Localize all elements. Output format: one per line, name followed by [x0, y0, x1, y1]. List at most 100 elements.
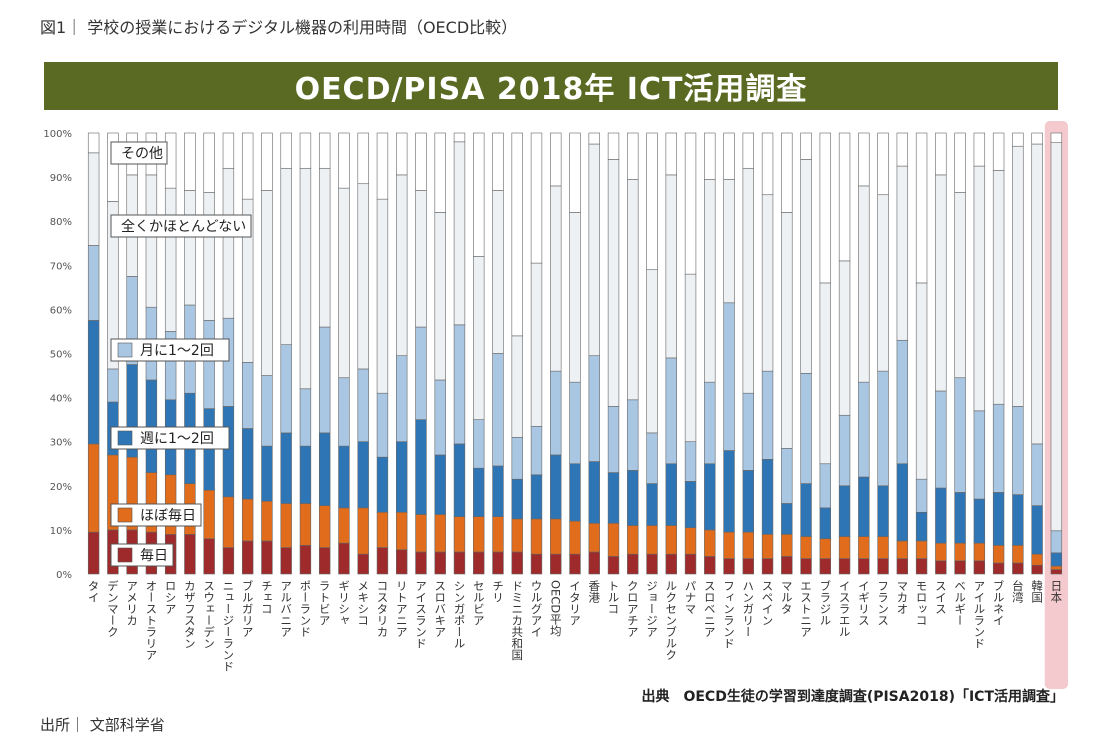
x-tick-label: タイ	[87, 580, 101, 603]
bar-segment	[974, 499, 985, 543]
bar-segment	[820, 559, 831, 574]
bar-segment	[858, 559, 869, 574]
bar-segment	[339, 133, 350, 188]
bar-segment	[608, 133, 619, 159]
bar-segment	[1032, 144, 1043, 444]
x-tick-label: イタリア	[568, 580, 582, 626]
x-tick-label: ドミニカ共和国	[510, 580, 524, 661]
bar-segment	[550, 186, 561, 371]
bar-segment	[666, 133, 677, 175]
bar-segment	[724, 559, 735, 574]
bar-segment	[281, 433, 292, 504]
bar-segment	[319, 433, 330, 506]
bar-segment	[627, 133, 638, 179]
bar-segment	[454, 444, 465, 517]
bar-segment	[339, 508, 350, 543]
bar-segment	[935, 391, 946, 488]
bar-segment	[473, 552, 484, 574]
x-tick-label: メキシコ	[356, 580, 370, 626]
bar-segment	[242, 499, 253, 541]
bar-segment	[396, 550, 407, 574]
bar-segment	[339, 446, 350, 508]
bar-segment	[801, 159, 812, 373]
bar-segment	[993, 563, 1004, 574]
bar-segment	[647, 484, 658, 526]
bar-segment	[435, 455, 446, 515]
bar-segment	[916, 479, 927, 512]
bar-segment	[608, 473, 619, 524]
bar-segment	[339, 188, 350, 378]
bar-segment	[531, 475, 542, 519]
legend-swatch	[118, 548, 132, 562]
legend-label: 月に1～2回	[140, 343, 214, 359]
bar-segment	[262, 376, 273, 447]
bar-segment	[570, 464, 581, 521]
x-tick-label: セルビア	[472, 580, 486, 626]
bar-segment	[281, 503, 292, 547]
x-tick-label: ジョージア	[645, 580, 659, 638]
bar-segment	[743, 133, 754, 168]
bar-segment	[531, 263, 542, 426]
bar-segment	[416, 327, 427, 420]
x-tick-label: シンガポール	[452, 580, 466, 649]
x-tick-label: ラトビア	[318, 580, 332, 626]
bar-segment	[935, 175, 946, 391]
bar-segment	[897, 166, 908, 340]
bar-segment	[262, 190, 273, 375]
bar-segment	[377, 548, 388, 574]
bar-segment	[512, 479, 523, 519]
bar-segment	[916, 133, 927, 283]
bar-segment	[955, 378, 966, 493]
bar-segment	[531, 519, 542, 554]
bar-segment	[589, 523, 600, 552]
bar-segment	[242, 362, 253, 428]
bar-segment	[1012, 545, 1023, 563]
x-tick-label: OECD平均	[549, 580, 563, 637]
bar-segment	[916, 559, 927, 574]
bar-segment	[935, 488, 946, 543]
bar-segment	[204, 133, 215, 193]
y-tick-label: 40%	[50, 394, 72, 405]
x-tick-label: アメリカ	[125, 580, 139, 626]
bar-segment	[107, 369, 118, 402]
bar-segment	[493, 517, 504, 552]
x-tick-label: ブラジル	[818, 579, 832, 626]
bar-segment	[1032, 554, 1043, 565]
x-tick-label: ポーランド	[298, 580, 312, 638]
bar-segment	[281, 168, 292, 344]
bar-segment	[704, 556, 715, 574]
bar-segment	[820, 464, 831, 508]
bar-segment	[358, 554, 369, 574]
bar-segment	[781, 133, 792, 212]
bar-segment	[878, 537, 889, 559]
bar-segment	[781, 556, 792, 574]
bar-segment	[493, 133, 504, 190]
x-tick-label: アイスランド	[414, 580, 428, 649]
bar-segment	[704, 133, 715, 179]
bar-segment	[916, 512, 927, 541]
bar-segment	[955, 133, 966, 193]
bar-segment	[454, 517, 465, 552]
bar-segment	[550, 554, 561, 574]
y-tick-label: 20%	[50, 482, 72, 493]
bar-segment	[165, 188, 176, 331]
y-tick-label: 70%	[50, 261, 72, 272]
bar-segment	[955, 193, 966, 378]
bar-segment	[897, 541, 908, 559]
bar-segment	[223, 318, 234, 406]
y-tick-label: 50%	[50, 350, 72, 361]
y-tick-label: 10%	[50, 526, 72, 537]
bar-segment	[473, 517, 484, 552]
bar-segment	[608, 523, 619, 556]
legend-label: その他	[121, 146, 163, 162]
x-tick-label: フランス	[876, 580, 890, 626]
bar-segment	[319, 133, 330, 168]
bar-segment	[531, 426, 542, 475]
bar-segment	[512, 133, 523, 336]
bar-segment	[242, 541, 253, 574]
bar-segment	[262, 501, 273, 541]
bar-segment	[223, 548, 234, 574]
y-tick-label: 0%	[56, 570, 72, 581]
x-tick-label: ブルネイ	[992, 579, 1006, 626]
bar-segment	[820, 133, 831, 283]
